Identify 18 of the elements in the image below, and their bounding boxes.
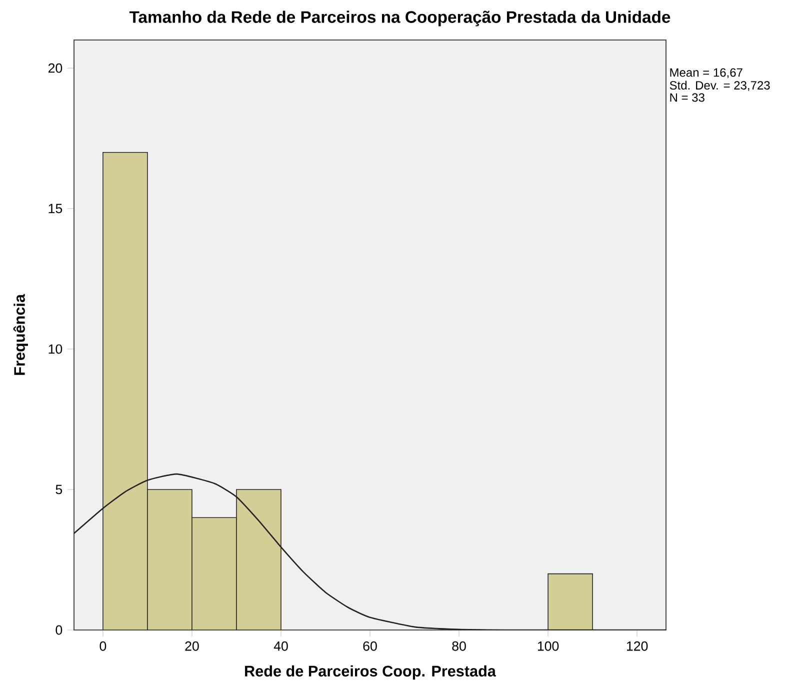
y-tick-label: 15 — [48, 204, 62, 214]
text: Mean = 16,67 — [670, 68, 742, 78]
x-tick-label: 80 — [452, 641, 466, 651]
y-tick-label: 10 — [48, 344, 62, 354]
y-tick-label: 5 — [56, 484, 62, 494]
x-tick-label: 60 — [363, 641, 377, 651]
x-tick-label: 20 — [185, 641, 199, 651]
y-axis-title: Frequência — [13, 294, 28, 375]
text: N = 33 — [670, 93, 704, 102]
chart-title: Tamanho da Rede de Parceiros na Cooperação Prestada da Unidade — [129, 10, 670, 26]
x-axis-title: Rede de Parceiros Coop. Prestada — [245, 665, 496, 680]
text: Std. Dev. = 23,723 — [670, 80, 770, 91]
x-tick-label: 0 — [100, 641, 106, 651]
x-tick-label: 100 — [538, 641, 559, 651]
x-tick-label: 120 — [626, 641, 648, 651]
y-tick-label: 0 — [56, 625, 62, 635]
y-tick-label: 20 — [48, 63, 62, 73]
x-tick-label: 40 — [274, 641, 288, 651]
